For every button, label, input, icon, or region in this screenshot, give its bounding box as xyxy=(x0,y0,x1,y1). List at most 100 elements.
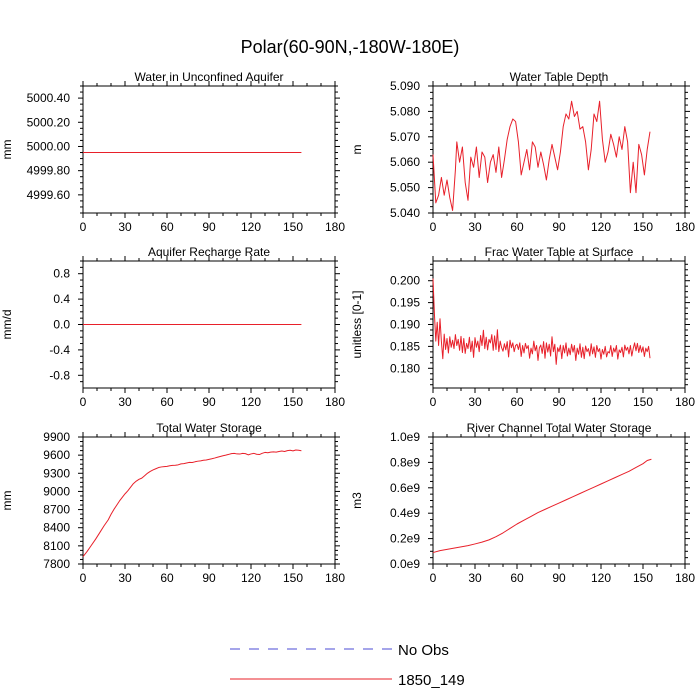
x-tick-label: 90 xyxy=(552,395,566,409)
x-tick-label: 30 xyxy=(118,395,132,409)
panel-title: River Channel Total Water Storage xyxy=(467,421,652,435)
panel-water-table-depth: Water Table Depth m 0 30 60 90 120 150 180 5.040 5… xyxy=(350,70,695,234)
x-tick-label: 180 xyxy=(325,220,345,234)
y-tick-label: 5.090 xyxy=(390,79,420,93)
y-tick-label: 0.4e9 xyxy=(390,506,420,520)
y-tick-label: 5.050 xyxy=(390,181,420,195)
y-tick-label: 4999.60 xyxy=(27,188,71,202)
x-tick-label: 120 xyxy=(591,395,611,409)
y-tick-label: 0.200 xyxy=(390,274,420,288)
legend-label-no-obs: No Obs xyxy=(398,642,449,659)
x-tick-label: 120 xyxy=(591,571,611,585)
x-tick-label: 60 xyxy=(160,395,174,409)
x-tick-label: 90 xyxy=(552,571,566,585)
x-tick-label: 0 xyxy=(430,571,437,585)
x-tick-label: 60 xyxy=(160,571,174,585)
panel-total-water-storage: Total Water Storage mm 0 30 60 90 120 150 180 780… xyxy=(0,421,345,585)
x-tick-label: 120 xyxy=(241,395,261,409)
panel-title: Water Table Depth xyxy=(510,70,609,84)
x-tick-label: 0 xyxy=(80,571,87,585)
y-tick-label: 0.185 xyxy=(390,339,420,353)
x-tick-label: 30 xyxy=(468,395,482,409)
y-tick-label: 8700 xyxy=(43,503,70,517)
x-tick-label: 60 xyxy=(510,571,524,585)
series-line-1850-149 xyxy=(432,278,651,365)
y-tick-label: 0.190 xyxy=(390,318,420,332)
series-line-1850-149 xyxy=(82,449,302,558)
y-tick-label: 5.060 xyxy=(390,155,420,169)
panel-water-in-unconfined-aquifer: Water in Unconfined Aquifer mm 0 30 60 90 120 1… xyxy=(0,70,345,234)
x-tick-label: 30 xyxy=(118,220,132,234)
y-axis-label: mm/d xyxy=(0,310,14,340)
x-tick-label: 180 xyxy=(675,220,695,234)
x-tick-label: 150 xyxy=(283,220,303,234)
x-tick-label: 60 xyxy=(160,220,174,234)
x-tick-label: 90 xyxy=(202,220,216,234)
x-tick-label: 180 xyxy=(675,395,695,409)
x-tick-label: 180 xyxy=(675,571,695,585)
series-line-1850-149 xyxy=(432,100,651,211)
y-tick-label: 0.0e9 xyxy=(390,557,420,571)
legend-label-1850-149: 1850_149 xyxy=(398,672,465,689)
x-tick-label: 180 xyxy=(325,395,345,409)
y-axis-label: unitless [0-1] xyxy=(350,290,364,358)
x-tick-label: 150 xyxy=(283,395,303,409)
panel-title: Aquifer Recharge Rate xyxy=(148,245,270,259)
series-line-1850-149 xyxy=(432,458,652,554)
y-tick-label: 9600 xyxy=(43,448,70,462)
y-tick-label: 5000.00 xyxy=(27,139,71,153)
x-tick-label: 90 xyxy=(202,571,216,585)
panel-title: Water in Unconfined Aquifer xyxy=(135,70,284,84)
x-tick-label: 90 xyxy=(202,395,216,409)
x-tick-label: 0 xyxy=(80,395,87,409)
y-tick-label: 5.040 xyxy=(390,206,420,220)
y-tick-label: 0.195 xyxy=(390,296,420,310)
panel-title: Frac Water Table at Surface xyxy=(485,245,634,259)
x-tick-label: 120 xyxy=(241,220,261,234)
panel-frac-water-table-at-surface: Frac Water Table at Surface unitless [0-1… xyxy=(350,245,695,409)
figure-title: Polar(60-90N,-180W-180E) xyxy=(241,37,460,57)
y-tick-label: 0.180 xyxy=(390,361,420,375)
panel-title: Total Water Storage xyxy=(156,421,262,435)
x-tick-label: 60 xyxy=(510,395,524,409)
x-tick-label: 30 xyxy=(468,220,482,234)
y-axis-label: mm xyxy=(0,140,14,160)
y-tick-label: 9000 xyxy=(43,484,70,498)
x-tick-label: 150 xyxy=(633,395,653,409)
x-tick-label: 30 xyxy=(468,571,482,585)
y-tick-label: 5000.20 xyxy=(27,115,71,129)
legend: No Obs 1850_149 xyxy=(230,642,465,689)
x-tick-label: 0 xyxy=(430,220,437,234)
y-tick-label: 5000.40 xyxy=(27,91,71,105)
y-tick-label: 0.4 xyxy=(53,292,70,306)
y-tick-label: -0.4 xyxy=(49,343,70,357)
y-axis-label: m xyxy=(350,145,364,155)
panel-river-channel-total-water-storage: River Channel Total Water Storage m3 0 30 60… xyxy=(350,421,695,585)
y-tick-label: 9300 xyxy=(43,466,70,480)
x-tick-label: 60 xyxy=(510,220,524,234)
panels: Water in Unconfined Aquifer mm 0 30 60 90 120 1… xyxy=(0,70,695,585)
y-tick-label: 0.2e9 xyxy=(390,532,420,546)
y-tick-label: -0.8 xyxy=(49,368,70,382)
y-tick-label: 8400 xyxy=(43,521,70,535)
y-axis-label: mm xyxy=(0,491,14,511)
x-tick-label: 90 xyxy=(552,220,566,234)
y-tick-label: 0.8e9 xyxy=(390,455,420,469)
y-axis-label: m3 xyxy=(350,492,364,509)
x-tick-label: 0 xyxy=(430,395,437,409)
x-tick-label: 150 xyxy=(633,571,653,585)
y-tick-label: 4999.80 xyxy=(27,164,71,178)
x-tick-label: 120 xyxy=(241,571,261,585)
y-tick-label: 8100 xyxy=(43,539,70,553)
y-tick-label: 0.0 xyxy=(53,318,70,332)
x-tick-label: 150 xyxy=(633,220,653,234)
y-tick-label: 5.070 xyxy=(390,130,420,144)
y-tick-label: 1.0e9 xyxy=(390,430,420,444)
x-tick-label: 0 xyxy=(80,220,87,234)
y-tick-label: 9900 xyxy=(43,430,70,444)
panel-aquifer-recharge-rate: Aquifer Recharge Rate mm/d 0 30 60 90 120 150 18… xyxy=(0,245,345,409)
y-tick-label: 0.8 xyxy=(53,267,70,281)
y-tick-label: 7800 xyxy=(43,557,70,571)
x-tick-label: 30 xyxy=(118,571,132,585)
